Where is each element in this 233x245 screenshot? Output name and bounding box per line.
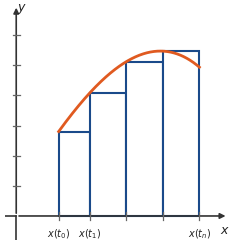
Bar (126, 62, 163, 216)
Bar (89, 93, 126, 216)
Text: $x(t_0)$: $x(t_0)$ (47, 227, 70, 241)
Bar (163, 51, 199, 216)
Text: $x$: $x$ (219, 223, 230, 237)
Text: $x(t_1)$: $x(t_1)$ (78, 227, 101, 241)
Bar (59, 132, 89, 216)
Text: $x(t_n)$: $x(t_n)$ (188, 227, 211, 241)
Text: $y$: $y$ (17, 2, 27, 16)
